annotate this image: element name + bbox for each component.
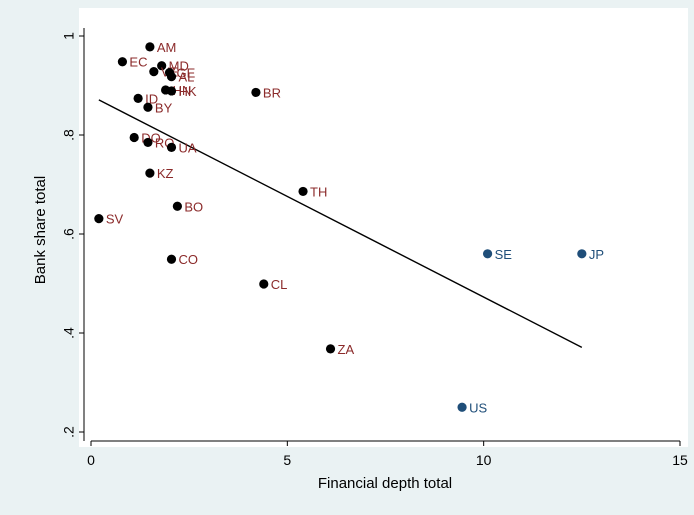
data-label-kz: KZ	[157, 166, 174, 181]
data-label-za: ZA	[338, 342, 355, 357]
y-axis-label: Bank share total	[32, 176, 49, 284]
data-point-sv	[94, 214, 104, 224]
data-point-us	[457, 402, 467, 412]
y-tick-label: .2	[61, 426, 77, 438]
data-point-cl	[259, 279, 269, 289]
data-label-md: MD	[169, 59, 189, 74]
data-point-do	[129, 132, 139, 143]
data-point-hk	[166, 86, 177, 96]
data-point-ec	[117, 57, 128, 67]
data-label-se: SE	[495, 247, 513, 262]
data-point-ua	[166, 142, 177, 152]
data-point-th	[298, 186, 308, 197]
y-tick-label: .8	[61, 129, 77, 141]
data-label-by: BY	[155, 100, 173, 115]
data-point-kz	[145, 168, 155, 178]
data-point-ve	[149, 67, 159, 77]
data-points: AMECMDVEGEALHNHKBRIDBYDOROUAKZTHBOSVSEJP…	[94, 40, 604, 415]
data-point-id	[133, 93, 143, 103]
data-label-id: ID	[145, 91, 158, 106]
data-label-sv: SV	[106, 212, 124, 227]
x-axis-label: Financial depth total	[318, 475, 452, 492]
data-point-am	[145, 42, 155, 52]
data-point-br	[251, 87, 261, 98]
y-tick-label: .4	[61, 327, 77, 339]
data-label-bo: BO	[184, 199, 203, 214]
data-point-co	[166, 254, 177, 264]
data-label-hn: HN	[173, 83, 192, 98]
data-label-ge: GE	[177, 66, 196, 81]
data-point-by	[143, 102, 153, 112]
data-label-cl: CL	[271, 277, 288, 292]
data-point-al	[166, 71, 177, 82]
data-label-am: AM	[157, 40, 177, 55]
data-label-hk: HK	[178, 84, 196, 99]
x-tick-label: 0	[87, 452, 95, 468]
data-point-ro	[143, 137, 153, 148]
x-tick-label: 5	[283, 452, 291, 468]
data-point-za	[325, 344, 336, 354]
data-label-co: CO	[178, 252, 198, 267]
fit-line	[98, 99, 583, 348]
plot-area	[79, 8, 688, 447]
data-label-ua: UA	[178, 140, 196, 155]
data-label-jp: JP	[589, 247, 604, 262]
data-point-bo	[172, 201, 182, 211]
x-tick-label: 10	[476, 452, 492, 468]
data-label-al: AL	[178, 70, 194, 85]
data-label-us: US	[469, 400, 487, 415]
x-tick-label: 15	[672, 452, 688, 468]
data-label-th: TH	[310, 184, 327, 199]
axes: .2.4.6.810 5 10 15	[61, 28, 688, 468]
data-point-md	[157, 61, 167, 71]
data-point-jp	[577, 249, 587, 259]
data-point-se	[482, 249, 493, 259]
y-tick-label: 1	[61, 32, 77, 40]
y-tick-label: .6	[61, 228, 77, 240]
data-label-br: BR	[263, 85, 281, 100]
data-label-ec: EC	[129, 55, 147, 70]
